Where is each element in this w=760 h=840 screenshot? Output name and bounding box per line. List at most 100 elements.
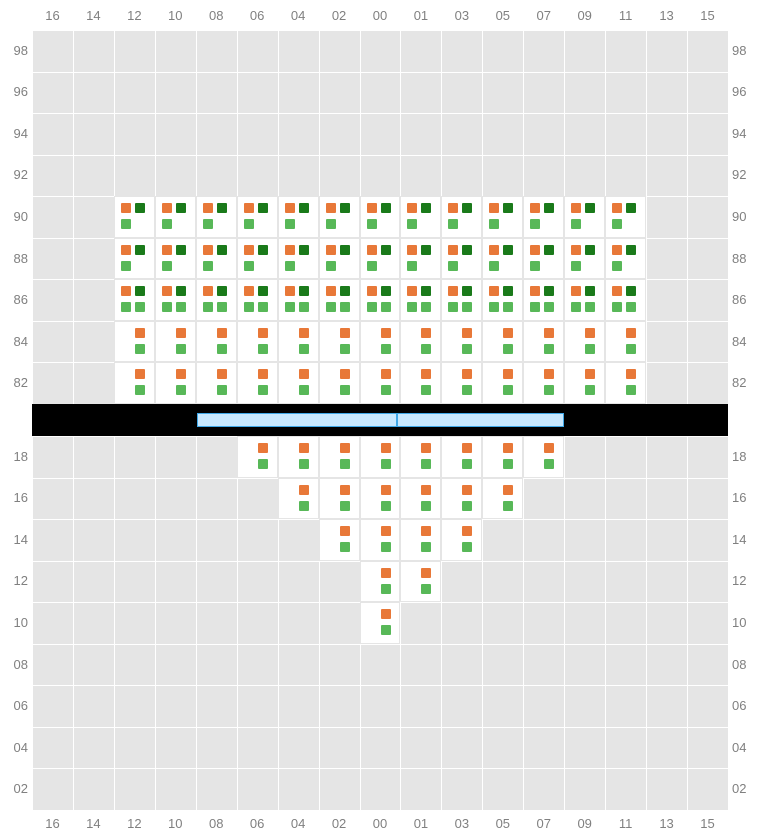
top-cell[interactable] [441, 196, 482, 238]
top-cell[interactable] [237, 196, 278, 238]
top-cell[interactable] [278, 238, 319, 280]
status-square [612, 203, 622, 213]
top-cell[interactable] [360, 196, 401, 238]
status-square [421, 286, 431, 296]
top-cell[interactable] [155, 362, 196, 404]
top-cell[interactable] [441, 321, 482, 363]
top-cell[interactable] [360, 362, 401, 404]
top-cell[interactable] [523, 279, 564, 321]
top-cell[interactable] [564, 279, 605, 321]
top-cell[interactable] [564, 238, 605, 280]
top-cell[interactable] [441, 279, 482, 321]
top-cell[interactable] [319, 238, 360, 280]
row-label-left: 88 [6, 251, 28, 266]
top-cell[interactable] [360, 279, 401, 321]
status-square [462, 369, 472, 379]
top-cell[interactable] [564, 321, 605, 363]
top-cell[interactable] [114, 238, 155, 280]
top-cell[interactable] [605, 279, 646, 321]
gridline-h [32, 685, 728, 686]
top-cell[interactable] [319, 321, 360, 363]
top-cell[interactable] [400, 196, 441, 238]
bottom-cell[interactable] [523, 436, 564, 478]
bottom-cell[interactable] [441, 519, 482, 561]
top-cell[interactable] [360, 238, 401, 280]
bottom-cell[interactable] [360, 478, 401, 520]
top-cell[interactable] [319, 279, 360, 321]
bottom-cell[interactable] [441, 436, 482, 478]
top-cell[interactable] [523, 238, 564, 280]
top-cell[interactable] [523, 321, 564, 363]
top-cell[interactable] [605, 362, 646, 404]
status-square [258, 302, 268, 312]
status-square [135, 328, 145, 338]
bottom-cell[interactable] [360, 519, 401, 561]
top-cell[interactable] [155, 196, 196, 238]
bottom-cell[interactable] [482, 478, 523, 520]
bottom-cell[interactable] [237, 436, 278, 478]
top-cell[interactable] [196, 321, 237, 363]
bottom-cell[interactable] [360, 602, 401, 644]
status-square [367, 219, 377, 229]
top-cell[interactable] [114, 196, 155, 238]
top-cell[interactable] [155, 238, 196, 280]
top-cell[interactable] [114, 321, 155, 363]
top-cell[interactable] [441, 238, 482, 280]
bottom-cell[interactable] [400, 561, 441, 603]
top-cell[interactable] [482, 321, 523, 363]
top-cell[interactable] [482, 362, 523, 404]
top-cell[interactable] [564, 196, 605, 238]
bottom-cell[interactable] [400, 436, 441, 478]
top-cell[interactable] [278, 321, 319, 363]
bottom-cell[interactable] [400, 478, 441, 520]
top-cell[interactable] [278, 279, 319, 321]
top-cell[interactable] [319, 362, 360, 404]
top-cell[interactable] [441, 362, 482, 404]
bottom-cell[interactable] [319, 478, 360, 520]
status-square [176, 245, 186, 255]
gridline-v [728, 30, 729, 404]
bottom-cell[interactable] [360, 561, 401, 603]
top-cell[interactable] [400, 362, 441, 404]
top-cell[interactable] [114, 279, 155, 321]
blue-bar-0[interactable] [197, 413, 397, 427]
top-cell[interactable] [114, 362, 155, 404]
top-cell[interactable] [237, 279, 278, 321]
top-cell[interactable] [319, 196, 360, 238]
bottom-cell[interactable] [319, 436, 360, 478]
top-cell[interactable] [482, 279, 523, 321]
top-cell[interactable] [605, 321, 646, 363]
bottom-cell[interactable] [441, 478, 482, 520]
status-square [612, 219, 622, 229]
top-cell[interactable] [400, 279, 441, 321]
bottom-cell[interactable] [278, 436, 319, 478]
bottom-cell[interactable] [360, 436, 401, 478]
bottom-cell[interactable] [278, 478, 319, 520]
top-cell[interactable] [523, 362, 564, 404]
top-cell[interactable] [237, 238, 278, 280]
bottom-cell[interactable] [319, 519, 360, 561]
top-cell[interactable] [523, 196, 564, 238]
status-square [462, 302, 472, 312]
top-cell[interactable] [400, 321, 441, 363]
top-cell[interactable] [482, 196, 523, 238]
top-cell[interactable] [482, 238, 523, 280]
top-cell[interactable] [564, 362, 605, 404]
top-cell[interactable] [196, 362, 237, 404]
top-cell[interactable] [196, 238, 237, 280]
bottom-cell[interactable] [482, 436, 523, 478]
top-cell[interactable] [196, 279, 237, 321]
blue-bar-1[interactable] [397, 413, 564, 427]
bottom-cell[interactable] [400, 519, 441, 561]
top-cell[interactable] [605, 238, 646, 280]
top-cell[interactable] [155, 321, 196, 363]
top-cell[interactable] [278, 196, 319, 238]
top-cell[interactable] [360, 321, 401, 363]
top-cell[interactable] [155, 279, 196, 321]
top-cell[interactable] [278, 362, 319, 404]
top-cell[interactable] [237, 321, 278, 363]
top-cell[interactable] [196, 196, 237, 238]
top-cell[interactable] [237, 362, 278, 404]
top-cell[interactable] [400, 238, 441, 280]
top-cell[interactable] [605, 196, 646, 238]
